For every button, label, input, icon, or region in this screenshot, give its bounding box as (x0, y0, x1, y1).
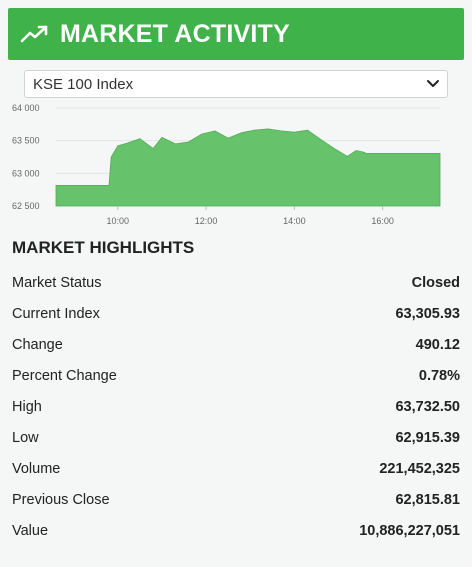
highlight-value: 490.12 (415, 337, 460, 354)
highlight-row: Market Status Closed (0, 268, 472, 299)
highlight-row: Volume 221,452,325 (0, 453, 472, 484)
market-activity-header: MARKET ACTIVITY (8, 8, 464, 60)
index-area-series (55, 128, 441, 207)
highlight-label: Previous Close (12, 491, 110, 508)
highlights-list: Market Status Closed Current Index 63,305.9… (0, 268, 472, 546)
highlight-label: Value (12, 522, 49, 539)
highlight-label: Current Index (12, 306, 100, 323)
highlight-row: Low 62,915.39 (0, 422, 472, 453)
highlight-label: Volume (12, 460, 61, 477)
x-tick-label: 16:00 (371, 216, 394, 226)
highlight-value: Closed (411, 275, 460, 292)
highlight-value: 10,886,227,051 (359, 522, 460, 539)
highlight-row: Value 10,886,227,051 (0, 515, 472, 546)
x-tick-label: 10:00 (107, 216, 130, 226)
highlight-label: Percent Change (12, 368, 117, 385)
highlight-row: High 63,732.50 (0, 392, 472, 423)
trending-up-icon (20, 25, 48, 43)
x-axis-ticks: 10:00 12:00 14:00 16:00 (107, 206, 394, 226)
highlight-value: 63,305.93 (395, 306, 460, 323)
highlight-label: High (12, 399, 42, 415)
highlight-value: 62,815.81 (395, 491, 460, 508)
market-highlights-title: MARKET HIGHLIGHTS (12, 238, 195, 257)
y-tick-label: 64 000 (12, 103, 40, 113)
highlight-row: Change 490.12 (0, 330, 472, 361)
x-tick-label: 12:00 (195, 216, 218, 226)
highlight-row: Current Index 63,305.93 (0, 299, 472, 330)
y-tick-label: 63 000 (12, 168, 40, 178)
highlight-value: 63,732.50 (395, 399, 460, 415)
highlight-label: Change (12, 337, 63, 354)
index-select-value: KSE 100 Index (33, 75, 134, 93)
highlight-row: Percent Change 0.78% (0, 361, 472, 392)
highlight-value: 221,452,325 (379, 460, 460, 477)
x-tick-label: 14:00 (283, 216, 306, 226)
highlight-label: Low (12, 429, 39, 446)
index-select[interactable]: KSE 100 Index (24, 70, 448, 98)
highlight-value: 0.78% (418, 368, 460, 385)
highlight-value: 62,915.39 (395, 429, 460, 446)
highlight-row: Previous Close 62,815.81 (0, 484, 472, 515)
y-tick-label: 62 500 (12, 201, 40, 211)
index-chart: 64 000 63 500 63 000 62 500 10:00 12:00 14:00… (12, 103, 441, 226)
chevron-down-icon (427, 80, 439, 87)
highlight-label: Market Status (12, 275, 102, 292)
widget-title: MARKET ACTIVITY (60, 19, 290, 48)
y-tick-label: 63 500 (12, 136, 40, 146)
y-axis-ticks: 64 000 63 500 63 000 62 500 (12, 103, 40, 211)
